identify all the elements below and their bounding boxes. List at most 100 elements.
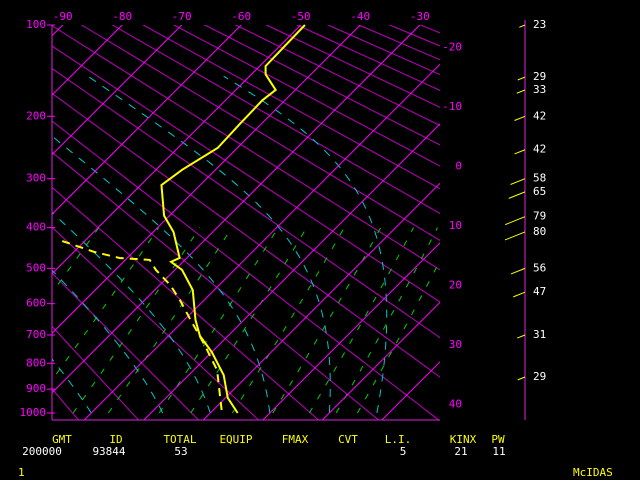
footer-label: FMAX — [282, 433, 309, 446]
wind-speed-label: 33 — [533, 83, 546, 96]
y-tick-label: 100 — [26, 18, 46, 31]
mixing-ratio-line — [158, 227, 279, 414]
x-tick-label: -70 — [172, 10, 192, 23]
dry-adiabat — [52, 120, 440, 420]
footer-value: 11 — [492, 445, 505, 458]
y-tick-label: 500 — [26, 261, 46, 274]
mixing-ratio-line — [107, 227, 233, 414]
isotherm-label: 0 — [455, 159, 462, 172]
x-tick-label: -90 — [53, 10, 73, 23]
isotherm-label: 20 — [449, 278, 462, 291]
dry-adiabat — [111, 25, 440, 215]
dry-adiabat — [52, 45, 440, 303]
moist-adiabat — [52, 135, 271, 414]
wind-barb — [517, 334, 526, 339]
footer-value: 21 — [454, 445, 467, 458]
wind-speed-label: 23 — [533, 18, 546, 31]
dry-adiabat — [52, 186, 320, 420]
dry-adiabat — [388, 25, 440, 47]
footer-label: KINX — [450, 433, 477, 446]
isotherm — [202, 182, 440, 420]
wind-barb — [514, 115, 526, 121]
wind-barb — [516, 89, 526, 94]
dry-adiabat — [0, 13, 22, 425]
footer-label: TOTAL — [163, 433, 196, 446]
x-tick-label: -80 — [112, 10, 132, 23]
footer-label: GMT — [52, 433, 72, 446]
mixing-ratio-line — [52, 227, 100, 294]
moist-adiabat — [52, 211, 211, 414]
dry-adiabat — [52, 226, 260, 420]
isotherm-label: -10 — [442, 100, 462, 113]
y-tick-label: 900 — [26, 382, 46, 395]
footer-value: 53 — [174, 445, 187, 458]
y-tick-label: 700 — [26, 328, 46, 341]
x-tick-label: -40 — [350, 10, 370, 23]
wind-barb — [513, 291, 526, 298]
x-tick-label: -50 — [291, 10, 311, 23]
wind-barb — [517, 376, 526, 381]
wind-barb — [508, 191, 526, 199]
wind-barb — [514, 149, 526, 155]
y-tick-label: 400 — [26, 221, 46, 234]
y-tick-label: 800 — [26, 356, 46, 369]
dry-adiabat — [265, 25, 440, 108]
isotherm — [381, 361, 440, 420]
dry-adiabat — [52, 151, 380, 420]
isotherm — [83, 63, 440, 420]
y-tick-label: 1000 — [20, 406, 47, 419]
isotherm — [52, 25, 302, 275]
footer-value: 93844 — [92, 445, 125, 458]
reference-lines — [0, 13, 440, 425]
dry-adiabat — [326, 25, 440, 76]
footer-label: ID — [109, 433, 122, 446]
dry-adiabat — [419, 25, 440, 34]
mixing-ratio-line — [356, 259, 440, 414]
dry-adiabat — [142, 25, 440, 190]
wind-barb — [505, 216, 526, 226]
dewpoint-line — [59, 239, 223, 411]
wind-speed-label: 29 — [533, 370, 546, 383]
dry-adiabat — [52, 67, 440, 339]
dry-adiabat — [357, 25, 440, 61]
wind-barb — [510, 178, 526, 185]
isotherm — [52, 25, 123, 96]
mixing-ratio-line — [308, 227, 414, 414]
wind-speed-label: 29 — [533, 70, 546, 83]
x-tick-label: -60 — [231, 10, 251, 23]
wind-barb — [517, 76, 526, 81]
dry-adiabat — [234, 25, 440, 127]
footer-label: EQUIP — [219, 433, 252, 446]
moist-adiabat — [52, 269, 164, 414]
wind-speed-label: 42 — [533, 109, 546, 122]
isotherm-label: -20 — [442, 40, 462, 53]
temperature-line — [160, 24, 306, 414]
y-tick-label: 200 — [26, 109, 46, 122]
footer-label: PW — [491, 433, 505, 446]
footer-label: CVT — [338, 433, 358, 446]
wind-speed-label: 31 — [533, 328, 546, 341]
moist-adiabat — [223, 75, 388, 414]
wind-barb — [504, 231, 526, 241]
frame-number: 1 — [18, 466, 25, 479]
wind-speed-label: 79 — [533, 210, 546, 223]
y-tick-label: 600 — [26, 297, 46, 310]
isotherm — [52, 25, 242, 215]
isotherm — [143, 123, 440, 420]
wind-speed-label: 42 — [533, 143, 546, 156]
footer-value: 200000 — [22, 445, 62, 458]
app-name: McIDAS — [573, 466, 613, 479]
dry-adiabat — [52, 325, 140, 420]
isotherm-label: 30 — [449, 338, 462, 351]
mixing-ratio-line — [72, 227, 201, 414]
isotherm-label: 10 — [449, 219, 462, 232]
moist-adiabat — [87, 75, 331, 414]
dry-adiabat — [52, 272, 200, 420]
wind-speed-label: 47 — [533, 285, 546, 298]
y-tick-label: 300 — [26, 172, 46, 185]
wind-barb — [519, 24, 526, 28]
dry-adiabat — [80, 25, 440, 241]
footer-label: L.I. — [385, 433, 412, 446]
